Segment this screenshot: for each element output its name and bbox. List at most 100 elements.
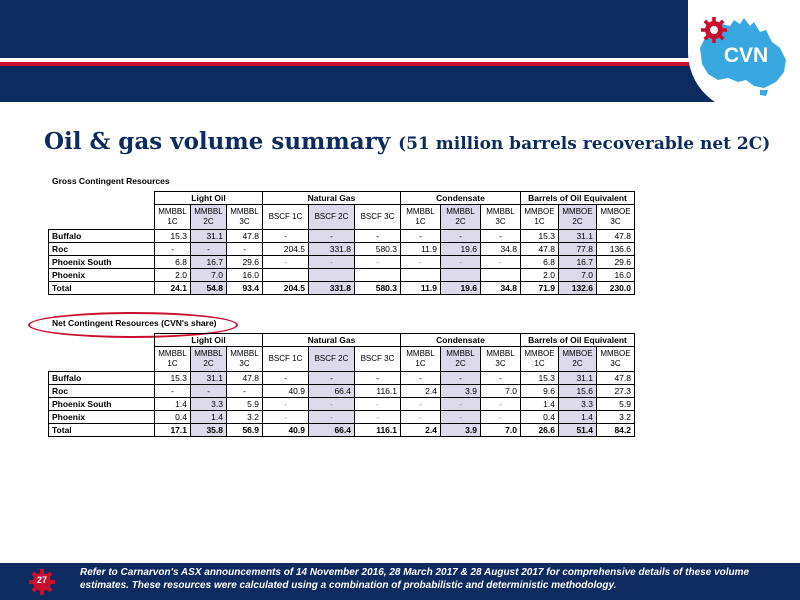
unit-header: BSCF 3C xyxy=(354,204,401,230)
table-row: Buffalo 15.3 31.1 47.8- - - - - -15.3 31.1 47.8 xyxy=(48,229,635,243)
table-cell: - xyxy=(226,242,263,256)
table-cell: 15.3 xyxy=(154,229,191,243)
table-cell: 204.5 xyxy=(262,281,309,295)
logo-text: CVN xyxy=(724,44,768,67)
table-cell: 34.8 xyxy=(480,281,521,295)
header-band xyxy=(0,0,800,58)
table-cell: 116.1 xyxy=(354,423,401,437)
table-cell: 56.9 xyxy=(226,423,263,437)
unit-header: MMBOE 3C xyxy=(596,346,635,372)
net-table-label: Net Contingent Resources (CVN's share) xyxy=(52,318,217,328)
table-cell: - xyxy=(226,384,263,398)
row-label: Phoenix South xyxy=(48,255,155,269)
unit-header: MMBBL 1C xyxy=(154,346,191,372)
table-cell: 47.8 xyxy=(520,242,559,256)
table-cell: - xyxy=(262,410,309,424)
row-label: Buffalo xyxy=(48,229,155,243)
table-cell: - xyxy=(308,397,355,411)
table-cell: 47.8 xyxy=(596,371,635,385)
unit-header: MMBBL 2C xyxy=(440,204,481,230)
table-cell: 7.0 xyxy=(480,423,521,437)
table-cell: 84.2 xyxy=(596,423,635,437)
group-header: Barrels of Oil Equivalent xyxy=(520,191,635,205)
table-cell: - xyxy=(400,229,441,243)
table-cell: - xyxy=(400,255,441,269)
table-cell: 16.0 xyxy=(596,268,635,282)
table-cell: - xyxy=(190,242,227,256)
unit-header: MMBBL 3C xyxy=(480,204,521,230)
group-header-row: Light Oil Natural Gas Condensate Barrels of… xyxy=(49,333,635,347)
table-row: Roc - - -40.9 66.4 116.1 2.4 3.9 7.0 9.6 15.6 27.3 xyxy=(48,384,635,398)
table-cell: 5.9 xyxy=(596,397,635,411)
table-cell: 34.8 xyxy=(480,242,521,256)
unit-header: MMBBL 1C xyxy=(400,204,441,230)
table-cell: 331.8 xyxy=(308,242,355,256)
table-cell xyxy=(400,268,441,282)
table-cell: 230.0 xyxy=(596,281,635,295)
table-row: Phoenix South 1.4 3.3 5.9- - - - - -1.4 3.3 5.9 xyxy=(48,397,635,411)
table-cell: - xyxy=(480,255,521,269)
table-cell: - xyxy=(262,229,309,243)
table-cell: - xyxy=(354,255,401,269)
unit-header: MMBBL 3C xyxy=(480,346,521,372)
table-cell: 331.8 xyxy=(308,281,355,295)
header-blue-stripe xyxy=(0,66,800,102)
table-cell: 47.8 xyxy=(226,229,263,243)
table-cell: 2.0 xyxy=(154,268,191,282)
table-cell: 40.9 xyxy=(262,384,309,398)
cvn-logo-icon: CVN xyxy=(700,17,786,96)
table-cell: - xyxy=(154,242,191,256)
page-number-gear-icon xyxy=(29,569,55,595)
row-label: Roc xyxy=(48,242,155,256)
table-cell: 1.4 xyxy=(558,410,597,424)
table-cell: 7.0 xyxy=(480,384,521,398)
row-label: Phoenix South xyxy=(48,397,155,411)
table-cell: 27.3 xyxy=(596,384,635,398)
table-cell: 31.1 xyxy=(190,229,227,243)
group-header: Natural Gas xyxy=(262,333,401,347)
title-subtitle: (51 million barrels recoverable net 2C) xyxy=(398,134,771,154)
table-cell: - xyxy=(308,371,355,385)
unit-header: MMBOE 2C xyxy=(558,346,597,372)
total-row: Total 17.1 35.8 56.9 40.9 66.4 116.1 2.4 3.9 7.0 2… xyxy=(48,423,635,437)
table-cell: 31.1 xyxy=(558,229,597,243)
table-cell: - xyxy=(480,397,521,411)
table-cell: - xyxy=(354,397,401,411)
gross-resources-table: Light Oil Natural Gas Condensate Barrels of… xyxy=(48,191,635,295)
table-cell: 15.3 xyxy=(520,229,559,243)
table-cell: 16.7 xyxy=(558,255,597,269)
unit-header: MMBOE 2C xyxy=(558,204,597,230)
unit-header: MMBBL 1C xyxy=(400,346,441,372)
table-cell: 77.8 xyxy=(558,242,597,256)
unit-header: MMBOE 3C xyxy=(596,204,635,230)
row-label: Phoenix xyxy=(48,410,155,424)
group-header: Light Oil xyxy=(154,333,263,347)
table-cell: - xyxy=(480,410,521,424)
table-cell: - xyxy=(190,384,227,398)
unit-header: MMBBL 1C xyxy=(154,204,191,230)
row-label: Total xyxy=(48,281,155,295)
table-cell: 66.4 xyxy=(308,384,355,398)
group-header: Light Oil xyxy=(154,191,263,205)
table-cell: 16.7 xyxy=(190,255,227,269)
table-cell: 1.4 xyxy=(190,410,227,424)
table-cell: 2.4 xyxy=(400,423,441,437)
unit-header: MMBBL 2C xyxy=(190,204,227,230)
group-header: Natural Gas xyxy=(262,191,401,205)
unit-header: MMBOE 1C xyxy=(520,346,559,372)
table-cell: - xyxy=(440,229,481,243)
title-main: Oil & gas volume summary xyxy=(44,128,391,155)
table-cell: 204.5 xyxy=(262,242,309,256)
corner-cell xyxy=(49,205,155,230)
table-cell: 7.0 xyxy=(558,268,597,282)
table-cell: - xyxy=(354,410,401,424)
unit-header: MMBBL 3C xyxy=(226,346,263,372)
table-cell: 0.4 xyxy=(154,410,191,424)
row-label: Total xyxy=(48,423,155,437)
table-cell: 11.9 xyxy=(400,281,441,295)
table-cell xyxy=(354,268,401,282)
table-cell xyxy=(480,268,521,282)
table-cell: 31.1 xyxy=(190,371,227,385)
table-cell: 54.8 xyxy=(190,281,227,295)
table-cell: 3.2 xyxy=(226,410,263,424)
